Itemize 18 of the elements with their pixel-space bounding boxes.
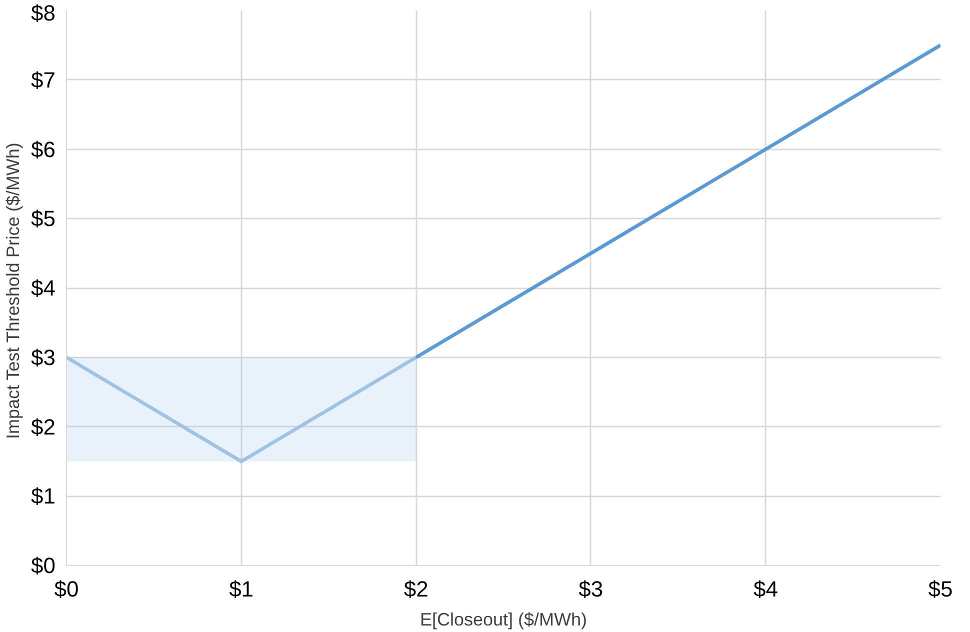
y-tick-label: $8 xyxy=(31,0,56,26)
y-tick-label: $1 xyxy=(31,484,56,509)
x-tick-label: $5 xyxy=(928,576,953,602)
y-axis-title: Impact Test Threshold Price ($/MWh) xyxy=(3,142,24,440)
line-series xyxy=(414,43,940,360)
y-tick-label: $5 xyxy=(31,206,56,232)
x-tick-label: $0 xyxy=(54,576,79,602)
y-tick-label: $3 xyxy=(31,344,56,370)
x-tick-label: $4 xyxy=(753,576,778,602)
y-tick-label: $6 xyxy=(31,136,56,162)
y-tick-label: $2 xyxy=(31,414,56,440)
y-tick-label: $7 xyxy=(31,67,56,92)
x-tick-label: $1 xyxy=(229,576,254,602)
y-tick-label: $0 xyxy=(31,553,56,578)
y-tick-label: $4 xyxy=(31,276,56,300)
x-tick-label: $2 xyxy=(404,576,428,602)
x-tick-label: $3 xyxy=(578,576,604,602)
x-axis-title: E[Closeout] ($/MWh) xyxy=(420,610,588,630)
